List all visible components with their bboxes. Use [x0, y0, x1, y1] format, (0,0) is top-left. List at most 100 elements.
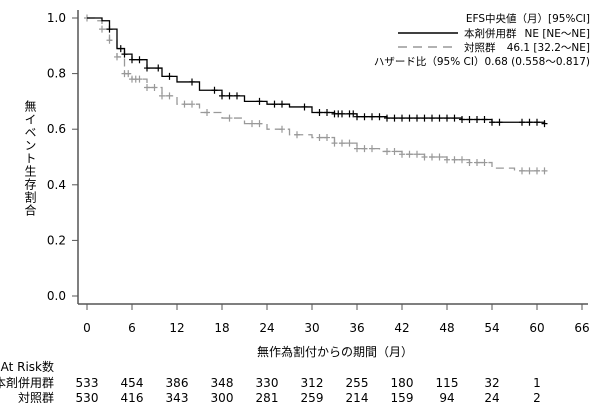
at-risk-value: 255 [346, 376, 369, 390]
legend-name: 対照群 [464, 41, 496, 54]
legend-hazard-ratio: ハザード比（95% CI）0.68 (0.558～0.817) [374, 55, 590, 68]
at-risk-title: At Risk数 [1, 359, 54, 374]
censor-mark [226, 114, 233, 122]
censor-mark [117, 45, 124, 53]
censor-mark [151, 84, 158, 91]
y-tick-label: 0.0 [47, 289, 66, 303]
at-risk-value: 24 [484, 391, 499, 403]
censor-mark [444, 156, 450, 164]
at-risk-value: 1 [533, 376, 541, 390]
at-risk-value: 416 [121, 391, 144, 403]
y-axis-label: 無イベント生存割合 [23, 99, 37, 217]
censor-mark [331, 139, 338, 147]
at-risk-value: 312 [301, 376, 324, 390]
censor-mark [155, 64, 162, 72]
censor-mark [211, 86, 218, 94]
legend-header: EFS中央値（月）[95%CI] [466, 12, 590, 25]
censor-mark [144, 84, 150, 91]
at-risk-value: 386 [166, 376, 189, 390]
at-risk-value: 454 [121, 376, 144, 390]
censor-mark [271, 100, 278, 108]
censor-mark [125, 70, 132, 78]
censor-mark [459, 115, 465, 123]
at-risk-value: 259 [301, 391, 324, 403]
censor-mark [166, 72, 173, 80]
censor-mark [384, 114, 390, 122]
censor-mark [339, 139, 345, 147]
censor-mark [301, 103, 308, 111]
y-tick-label: 0.2 [47, 233, 66, 247]
censor-mark [429, 114, 435, 122]
censor-mark [519, 167, 525, 175]
at-risk-value: 115 [436, 376, 459, 390]
at-risk-value: 330 [256, 376, 279, 390]
censor-mark [354, 113, 360, 121]
x-tick-label: 6 [128, 321, 136, 335]
y-tick-label: 0.8 [47, 67, 66, 81]
censor-mark [159, 92, 165, 100]
censor-mark [474, 115, 480, 123]
y-tick-label: 0.6 [47, 122, 66, 136]
censor-mark [219, 92, 225, 100]
x-tick-label: 60 [529, 321, 544, 335]
y-tick-label: 1.0 [47, 11, 66, 25]
censor-mark [481, 115, 488, 123]
censor-mark [324, 134, 330, 142]
censor-mark [226, 92, 233, 100]
censor-mark [256, 97, 263, 105]
censor-mark [136, 56, 143, 64]
censor-mark [526, 167, 533, 175]
x-axis-label: 無作為割付からの期間（月） [257, 344, 413, 359]
x-tick-label: 30 [304, 321, 319, 335]
censor-mark [376, 113, 383, 121]
censor-mark [234, 92, 240, 100]
censor-mark [369, 145, 375, 153]
legend-stat: NE [NE～NE] [525, 28, 591, 40]
censor-mark [136, 75, 143, 83]
censor-mark [444, 114, 450, 122]
censor-mark [519, 118, 525, 126]
censor-mark [249, 120, 255, 128]
at-risk-value: 530 [76, 391, 99, 403]
censor-mark [406, 150, 413, 158]
legend-name: 本剤併用群 [464, 27, 517, 40]
at-risk-row-label: 本剤併用群 [0, 375, 54, 390]
censor-mark [106, 36, 113, 44]
censor-mark [256, 120, 263, 128]
at-risk-value: 159 [391, 391, 414, 403]
censor-mark [144, 64, 150, 72]
at-risk-value: 348 [211, 376, 234, 390]
censor-mark [189, 78, 195, 86]
at-risk-row-label: 対照群 [18, 391, 54, 403]
censor-mark [384, 147, 390, 155]
censor-mark [436, 153, 443, 161]
censor-mark [189, 100, 195, 108]
censor-mark [361, 145, 368, 153]
censor-mark [451, 156, 458, 164]
censor-mark [316, 109, 323, 117]
x-tick-label: 42 [394, 321, 409, 335]
censor-mark [114, 53, 120, 61]
censor-mark [324, 109, 330, 117]
censor-mark [406, 114, 413, 122]
at-risk-value: 281 [256, 391, 279, 403]
censor-mark [99, 25, 105, 33]
censor-mark [421, 153, 428, 161]
censor-mark [526, 118, 533, 126]
x-tick-label: 66 [574, 321, 589, 335]
legend-stat: 46.1 [32.2～NE] [507, 42, 590, 54]
x-tick-label: 48 [439, 321, 454, 335]
at-risk-value: 180 [391, 376, 414, 390]
at-risk-value: 300 [211, 391, 234, 403]
censor-mark [369, 113, 375, 121]
x-tick-label: 0 [83, 321, 91, 335]
censor-mark [474, 159, 480, 167]
at-risk-value: 343 [166, 391, 189, 403]
censor-mark [106, 25, 113, 33]
at-risk-value: 32 [484, 376, 499, 390]
censor-mark [466, 115, 473, 123]
censor-mark [496, 118, 503, 126]
censor-mark [414, 150, 420, 158]
